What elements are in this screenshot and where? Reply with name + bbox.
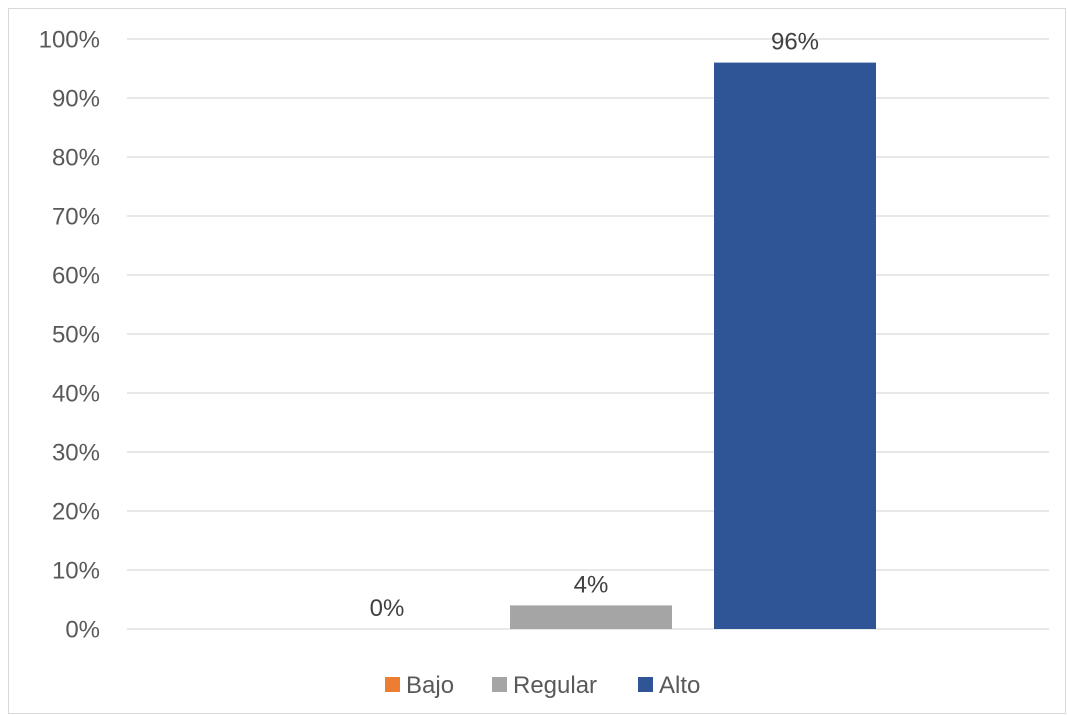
legend: Bajo Regular Alto: [385, 672, 700, 699]
y-tick-label: 60%: [52, 263, 100, 290]
data-label-regular: 4%: [574, 571, 609, 598]
legend-label-alto: Alto: [659, 672, 700, 699]
y-tick-label: 70%: [52, 204, 100, 231]
y-tick-label: 40%: [52, 381, 100, 408]
y-tick-label: 90%: [52, 86, 100, 113]
legend-label-bajo: Bajo: [406, 672, 454, 699]
bar-regular: [510, 605, 672, 629]
data-label-bajo: 0%: [370, 595, 405, 622]
legend-swatch-alto: [638, 677, 653, 692]
chart-frame: [8, 8, 1066, 714]
gridlines: [127, 38, 1049, 630]
legend-label-regular: Regular: [513, 672, 597, 699]
y-tick-label: 50%: [52, 322, 100, 349]
y-tick-label: 30%: [52, 440, 100, 467]
legend-swatch-bajo: [385, 677, 400, 692]
bars: [510, 62, 876, 630]
y-tick-label: 0%: [65, 617, 100, 644]
y-tick-label: 20%: [52, 499, 100, 526]
data-labels: 0% 4% 96%: [370, 29, 819, 622]
y-tick-label: 80%: [52, 145, 100, 172]
y-tick-label: 10%: [52, 558, 100, 585]
legend-swatch-regular: [492, 677, 507, 692]
bar-alto: [714, 62, 876, 630]
y-axis: 0% 10% 20% 30% 40% 50% 60% 70% 80% 90% 100%: [39, 27, 100, 644]
data-label-alto: 96%: [771, 29, 819, 56]
y-tick-label: 100%: [39, 27, 100, 54]
